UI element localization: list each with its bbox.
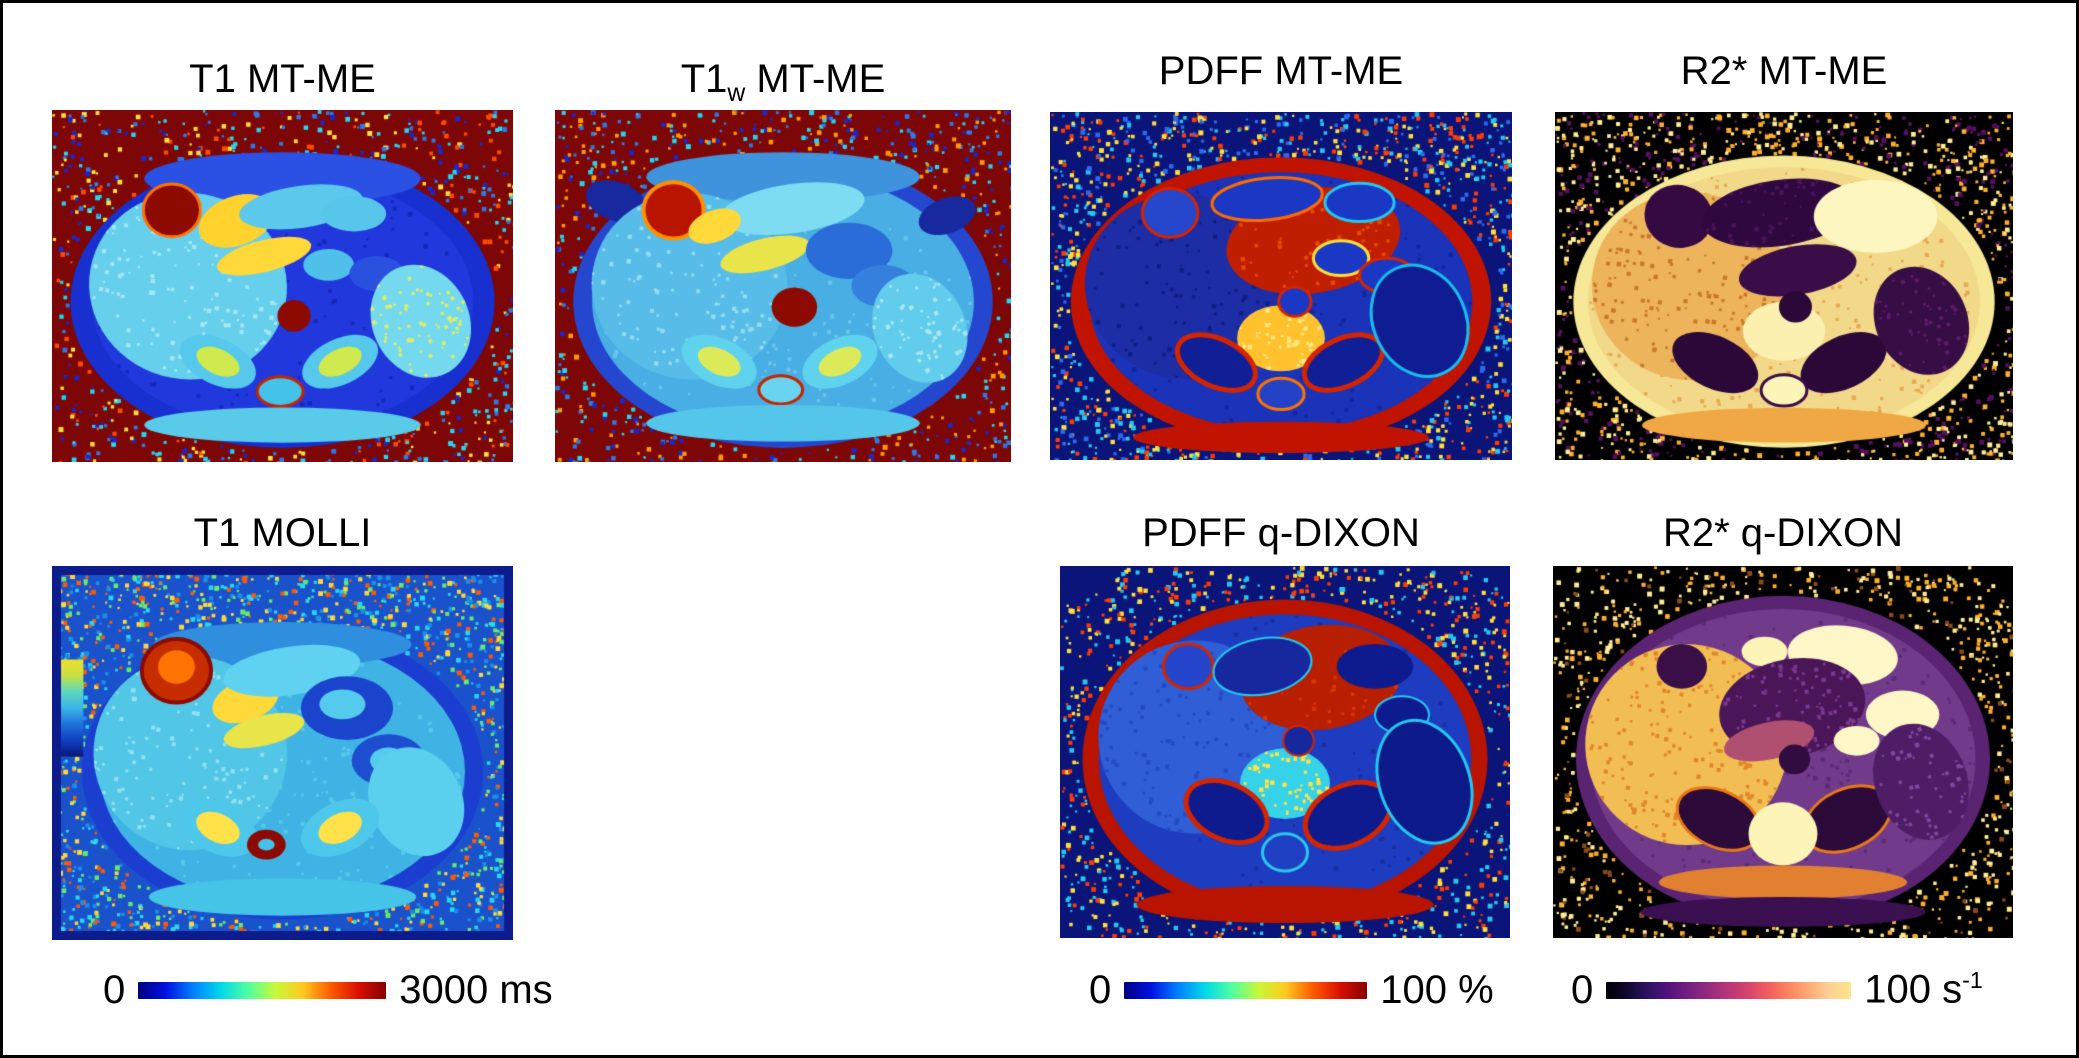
colorbar-r2star-min-label: 0	[1571, 967, 1594, 1012]
colorbar-t1-gradient	[138, 981, 387, 999]
panel-title-r2star-mt-me: R2* MT-ME	[1680, 49, 1888, 93]
colorbar-r2star-max-label: 100 s-1	[1864, 967, 1983, 1012]
map-image-t1-molli	[52, 566, 513, 940]
map-image-t1-mt-me	[52, 110, 513, 462]
colorbar-r2star-gradient	[1606, 981, 1852, 999]
map-image-r2star-q-dixon	[1553, 566, 2013, 938]
colorbar-pdff: 0 100 %	[1089, 965, 1494, 1015]
panel-title-t1w-mt-me: T1w MT-ME	[680, 57, 886, 107]
map-image-pdff-q-dixon	[1060, 566, 1510, 938]
map-image-t1w-mt-me	[555, 110, 1011, 462]
colorbar-t1-min-label: 0	[103, 967, 126, 1012]
map-image-pdff-mt-me	[1050, 112, 1512, 460]
colorbar-pdff-min-label: 0	[1089, 967, 1112, 1012]
map-image-r2star-mt-me	[1555, 112, 2013, 460]
panel-title-pdff-mt-me: PDFF MT-ME	[1158, 49, 1404, 93]
panel-title-r2star-q-dixon: R2* q-DIXON	[1662, 511, 1904, 555]
colorbar-t1: 0 3000 ms	[103, 965, 553, 1015]
colorbar-pdff-max-label: 100 %	[1380, 967, 1494, 1012]
panel-title-pdff-q-dixon: PDFF q-DIXON	[1142, 511, 1420, 555]
colorbar-r2star: 0 100 s-1	[1571, 965, 1983, 1015]
panel-title-t1-molli: T1 MOLLI	[193, 511, 372, 555]
colorbar-pdff-gradient	[1124, 981, 1368, 999]
panel-title-t1-mt-me: T1 MT-ME	[189, 57, 376, 101]
colorbar-t1-max-label: 3000 ms	[399, 967, 553, 1012]
